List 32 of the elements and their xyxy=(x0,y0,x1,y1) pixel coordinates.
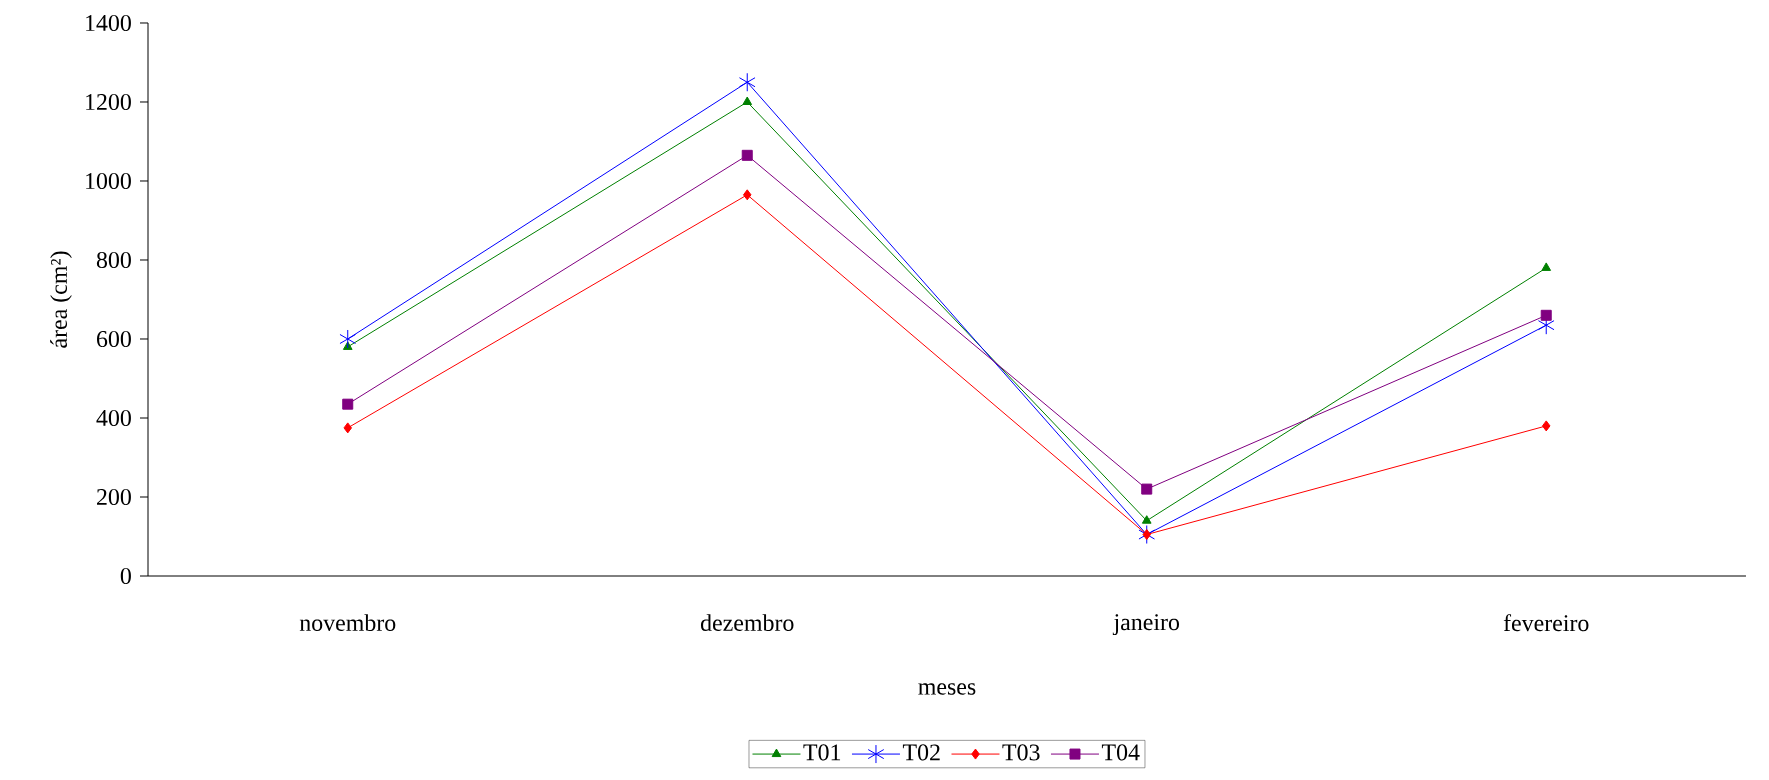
point xyxy=(1141,483,1153,495)
x-tick-label: novembro xyxy=(299,614,396,631)
y-tick-label: 400 xyxy=(96,409,131,427)
point xyxy=(343,422,352,434)
y-tick-label: 800 xyxy=(96,251,131,269)
y-tick-label: 1200 xyxy=(86,93,131,111)
point xyxy=(1142,529,1151,541)
point xyxy=(741,149,753,161)
point xyxy=(742,189,752,201)
y-tick-label: 1400 xyxy=(86,14,131,32)
point xyxy=(1541,420,1551,432)
x-tick-label: fevereiro xyxy=(1503,614,1589,632)
point xyxy=(742,96,753,105)
legend-label: T01 xyxy=(803,744,841,761)
x-axis-title: meses xyxy=(918,683,976,695)
x-tick-label: dezembro xyxy=(700,614,794,631)
y-tick-label: 0 xyxy=(120,567,131,585)
legend-label: T02 xyxy=(902,744,940,761)
point xyxy=(1540,309,1552,321)
legend-label: T04 xyxy=(1101,744,1140,761)
y-tick-label: 200 xyxy=(97,488,131,506)
legend-label: T03 xyxy=(1002,744,1040,761)
point xyxy=(738,72,756,92)
y-axis-title: área (cm²) xyxy=(50,251,72,348)
point xyxy=(342,398,354,410)
y-tick-label: 600 xyxy=(97,330,131,348)
point xyxy=(1541,262,1552,271)
point xyxy=(1141,515,1152,524)
x-tick-label: janeiro xyxy=(1112,614,1180,636)
y-tick-label: 1000 xyxy=(86,172,131,190)
point xyxy=(339,329,357,349)
point xyxy=(1138,525,1156,545)
